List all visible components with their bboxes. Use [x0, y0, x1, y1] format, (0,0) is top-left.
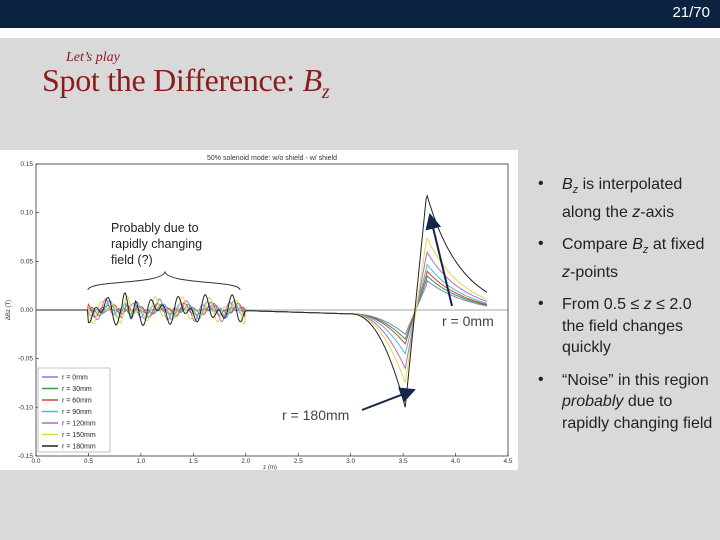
top-bar: 21/70: [0, 0, 720, 28]
y-tick-label: -0.15: [18, 453, 33, 460]
bullet-item: • “Noise” in this region probably due to …: [536, 370, 716, 435]
legend-label: r = 0mm: [62, 375, 88, 382]
y-tick-label: 0.05: [20, 258, 33, 265]
legend-label: r = 120mm: [62, 421, 96, 428]
legend-label: r = 150mm: [62, 432, 96, 439]
bullet-text: z: [642, 244, 649, 257]
series-line-180mm: [36, 194, 488, 408]
bullet-text: is interpolated along the: [562, 176, 683, 221]
title-subscript: z: [321, 81, 330, 103]
chart-svg: 50% solenoid mode: w/o shield - w/ shiel…: [6, 155, 513, 471]
bullet-dot-icon: •: [538, 235, 544, 253]
title-variable: B: [302, 62, 323, 98]
y-tick-label: -0.05: [18, 356, 33, 363]
y-tick-label: 0.00: [20, 307, 33, 314]
y-axis-label: ΔBz (T): [6, 300, 12, 320]
x-tick-label: 4.0: [451, 458, 460, 465]
bullet-dot-icon: •: [538, 370, 544, 388]
x-tick-label: 0.0: [31, 458, 40, 465]
bullet-dot-icon: •: [538, 175, 544, 192]
bullet-text: Compare: [562, 236, 633, 254]
annotation-note: Probably due to rapidly changing field (…: [111, 221, 203, 267]
x-tick-label: 3.0: [346, 458, 355, 465]
bullet-text: B: [562, 176, 573, 193]
x-tick-label: 1.0: [136, 458, 145, 465]
plot-area: 50% solenoid mode: w/o shield - w/ shiel…: [0, 150, 518, 471]
legend-label: r = 90mm: [62, 409, 92, 416]
slide-title: Spot the Difference: Bz: [42, 62, 330, 103]
legend-label: r = 30mm: [62, 386, 92, 393]
bullet-text: due to rapidly changing field: [562, 393, 713, 432]
bullet-text: ≤ 2.0 the field changes quickly: [562, 296, 692, 357]
chart-title: 50% solenoid mode: w/o shield - w/ shiel…: [207, 155, 337, 162]
y-tick-label: 0.15: [20, 161, 33, 168]
bullet-text: z: [632, 203, 641, 221]
x-tick-label: 3.5: [399, 458, 408, 465]
bullet-item: • Bz is interpolated along the z-axis: [536, 174, 716, 223]
x-tick-label: 2.5: [294, 458, 303, 465]
bullet-list: • Bz is interpolated along the z-axis • Com…: [536, 174, 716, 445]
bullet-text: at fixed: [648, 236, 705, 254]
bullet-text: -axis: [640, 203, 675, 221]
bullet-text: z: [562, 263, 570, 281]
legend-label: r = 60mm: [62, 398, 92, 405]
legend-box: [37, 367, 111, 453]
slide-subtitle: Let’s play: [66, 50, 120, 65]
bullet-dot-icon: •: [538, 295, 544, 313]
slide-number: 21/70: [672, 4, 710, 21]
x-tick-label: 2.0: [241, 458, 250, 465]
x-tick-label: 1.5: [189, 458, 198, 465]
bullet-text: From 0.5 ≤: [562, 296, 644, 314]
legend-label: r = 180mm: [62, 444, 96, 451]
y-tick-label: 0.10: [20, 210, 33, 217]
bullet-item: • Compare Bz at fixed z-points: [536, 234, 716, 283]
y-tick-label: -0.10: [18, 404, 33, 411]
bullet-text: probably: [562, 393, 624, 411]
x-tick-label: 0.5: [84, 458, 93, 465]
bullet-text: z: [643, 296, 652, 314]
title-text: Spot the Difference:: [42, 62, 303, 98]
bullet-text: “Noise” in this region: [562, 371, 709, 389]
bullet-text: z: [572, 184, 579, 197]
bullet-text: B: [632, 236, 643, 254]
x-tick-label: 4.5: [503, 458, 512, 465]
x-axis-label: z (m): [263, 465, 277, 470]
bullet-text: -points: [570, 263, 619, 281]
bullet-item: • From 0.5 ≤ z ≤ 2.0 the field changes qu…: [536, 294, 716, 359]
